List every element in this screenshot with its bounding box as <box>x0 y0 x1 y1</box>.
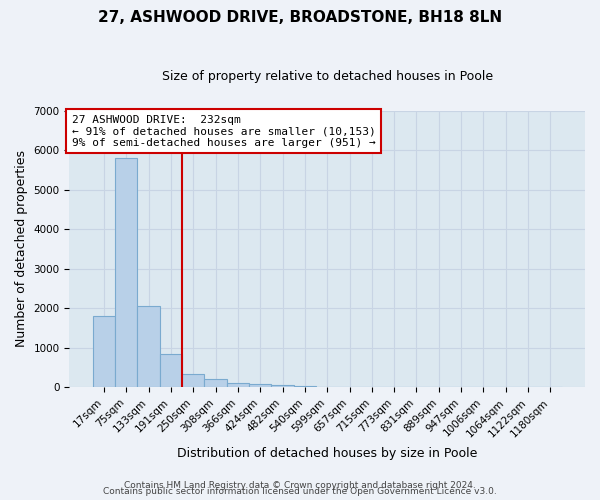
Title: Size of property relative to detached houses in Poole: Size of property relative to detached ho… <box>161 70 493 83</box>
Text: Contains public sector information licensed under the Open Government Licence v3: Contains public sector information licen… <box>103 487 497 496</box>
Bar <box>182 374 205 388</box>
Text: Contains HM Land Registry data © Crown copyright and database right 2024.: Contains HM Land Registry data © Crown c… <box>124 481 476 490</box>
Bar <box>160 354 182 388</box>
Text: 27 ASHWOOD DRIVE:  232sqm
← 91% of detached houses are smaller (10,153)
9% of se: 27 ASHWOOD DRIVE: 232sqm ← 91% of detach… <box>72 114 376 148</box>
Bar <box>316 386 338 388</box>
Bar <box>93 316 115 388</box>
Bar <box>115 158 137 388</box>
Bar <box>338 387 361 388</box>
Bar <box>205 380 227 388</box>
Bar <box>294 386 316 388</box>
X-axis label: Distribution of detached houses by size in Poole: Distribution of detached houses by size … <box>177 447 478 460</box>
Bar <box>249 384 271 388</box>
Bar <box>137 306 160 388</box>
Y-axis label: Number of detached properties: Number of detached properties <box>15 150 28 348</box>
Text: 27, ASHWOOD DRIVE, BROADSTONE, BH18 8LN: 27, ASHWOOD DRIVE, BROADSTONE, BH18 8LN <box>98 10 502 25</box>
Bar <box>271 386 294 388</box>
Bar <box>227 382 249 388</box>
